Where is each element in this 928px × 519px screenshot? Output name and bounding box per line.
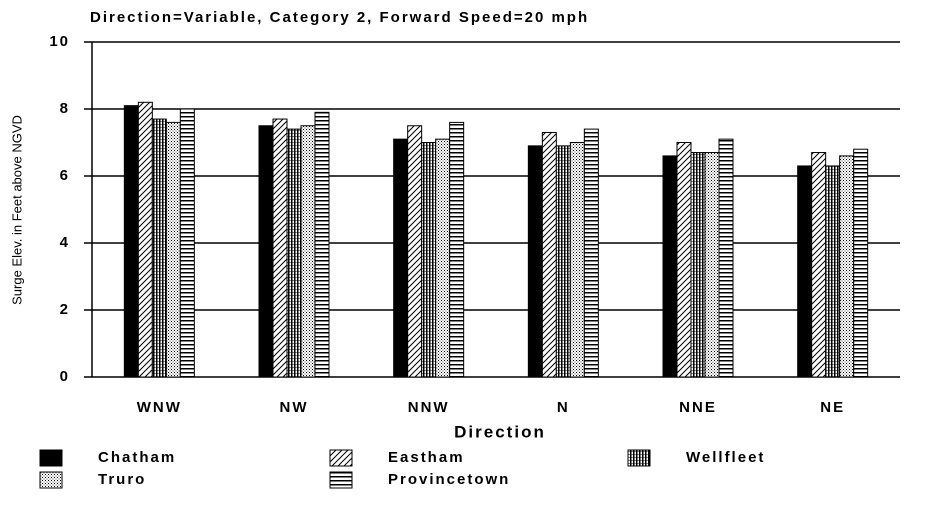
bar xyxy=(258,125,274,378)
legend-label: Truro xyxy=(98,471,146,488)
x-tick-label: NNE xyxy=(679,399,717,416)
x-tick-label: NW xyxy=(280,399,309,416)
legend-label: Wellfleet xyxy=(686,449,765,466)
bar xyxy=(286,128,302,378)
bar xyxy=(811,152,827,378)
y-tick-label: 4 xyxy=(60,234,70,251)
legend-swatch xyxy=(39,471,63,489)
legend-swatch xyxy=(39,449,63,467)
bar xyxy=(421,142,437,378)
bar xyxy=(839,155,855,378)
bar xyxy=(272,118,288,378)
x-tick-label: N xyxy=(557,399,570,416)
bar xyxy=(407,125,423,378)
y-tick-label: 6 xyxy=(60,167,70,184)
x-tick-label: NE xyxy=(820,399,845,416)
x-tick-label: NNW xyxy=(408,399,450,416)
bar xyxy=(704,152,720,378)
x-axis-label: Direction xyxy=(454,422,546,441)
legend-swatch xyxy=(329,471,353,489)
bar xyxy=(435,138,451,378)
legend-swatch xyxy=(329,449,353,467)
y-tick-label: 10 xyxy=(49,33,70,50)
bar xyxy=(662,155,678,378)
bar xyxy=(527,145,543,378)
legend-label: Chatham xyxy=(98,449,176,466)
legend-label: Provincetown xyxy=(388,471,510,488)
bar xyxy=(449,121,465,378)
bar xyxy=(853,148,869,378)
bar xyxy=(151,118,167,378)
bar xyxy=(314,111,330,378)
bar xyxy=(137,101,153,378)
bar xyxy=(718,138,734,378)
y-tick-label: 2 xyxy=(60,301,70,318)
legend-label: Eastham xyxy=(388,449,465,466)
y-tick-label: 8 xyxy=(60,100,70,117)
bar xyxy=(123,105,139,378)
bar xyxy=(676,142,692,378)
y-tick-label: 0 xyxy=(60,368,70,385)
bar xyxy=(583,128,599,378)
bar xyxy=(825,165,841,378)
x-tick-label: WNW xyxy=(137,399,182,416)
y-axis-label: Surge Elev. in Feet above NGVD xyxy=(9,115,24,305)
bar xyxy=(555,145,571,378)
chart-title: Direction=Variable, Category 2, Forward … xyxy=(90,9,589,26)
legend-swatch xyxy=(627,449,651,467)
bar xyxy=(393,138,409,378)
bar xyxy=(165,121,181,378)
bar xyxy=(541,131,557,378)
bar xyxy=(569,142,585,378)
bar xyxy=(179,108,195,378)
bar xyxy=(690,152,706,378)
bar xyxy=(300,125,316,378)
bar xyxy=(797,165,813,378)
